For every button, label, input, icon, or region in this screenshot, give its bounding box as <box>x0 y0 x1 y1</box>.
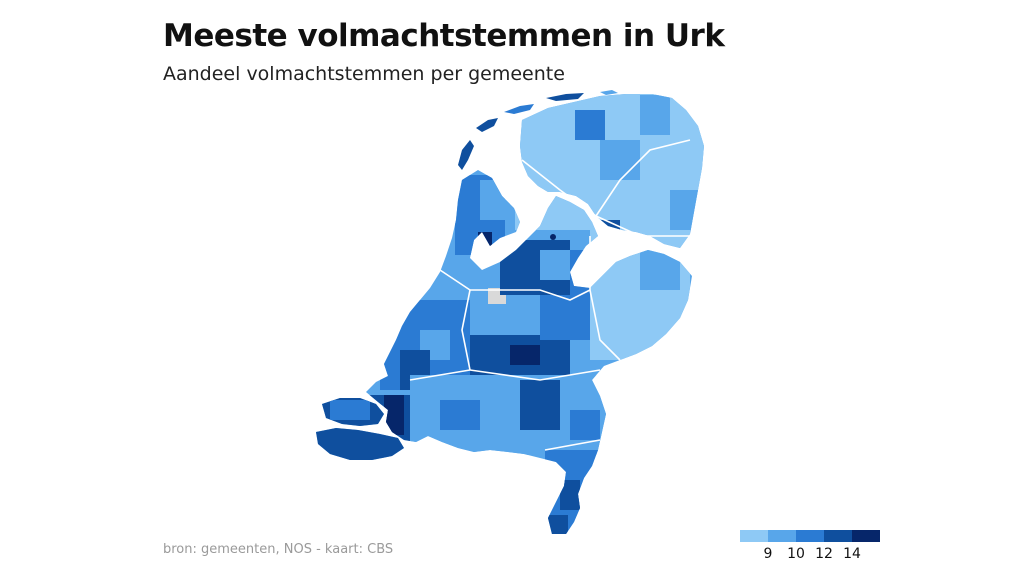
wadden-islands <box>458 90 618 170</box>
legend-swatch-1 <box>740 530 768 542</box>
municipality-regions <box>316 94 704 534</box>
legend-swatch-5 <box>852 530 880 542</box>
legend-tick-10: 10 <box>787 546 805 562</box>
color-legend: 9 10 12 14 <box>740 530 882 566</box>
legend-tick-14: 14 <box>843 546 861 562</box>
legend-tick-9: 9 <box>763 546 773 562</box>
page-subtitle: Aandeel volmachtstemmen per gemeente <box>163 63 565 85</box>
source-credit: bron: gemeenten, NOS - kaart: CBS <box>163 542 394 557</box>
legend-swatches <box>740 530 882 542</box>
legend-swatch-2 <box>768 530 796 542</box>
legend-swatch-4 <box>824 530 852 542</box>
legend-swatch-3 <box>796 530 824 542</box>
province-borders <box>409 139 691 451</box>
page-title: Meeste volmachtstemmen in Urk <box>163 18 725 54</box>
urk-marker <box>550 234 556 240</box>
legend-tick-12: 12 <box>815 546 833 562</box>
